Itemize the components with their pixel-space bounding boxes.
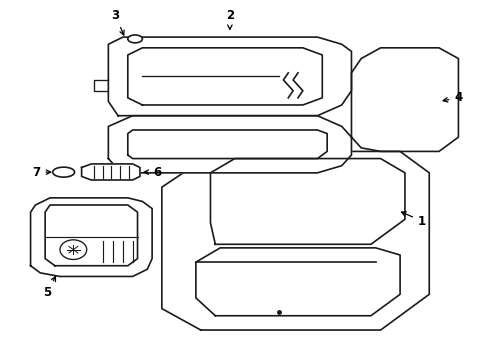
Text: 1: 1 bbox=[401, 212, 425, 228]
Text: 4: 4 bbox=[442, 91, 462, 104]
Polygon shape bbox=[210, 158, 404, 244]
Polygon shape bbox=[162, 152, 428, 330]
Polygon shape bbox=[351, 48, 458, 152]
Polygon shape bbox=[45, 205, 137, 266]
Text: 6: 6 bbox=[144, 166, 161, 179]
Text: 2: 2 bbox=[225, 9, 233, 30]
Polygon shape bbox=[108, 37, 351, 116]
Polygon shape bbox=[30, 198, 152, 276]
Text: 3: 3 bbox=[111, 9, 124, 35]
Ellipse shape bbox=[60, 240, 86, 260]
Polygon shape bbox=[196, 248, 399, 316]
Text: 5: 5 bbox=[43, 276, 55, 299]
Polygon shape bbox=[127, 48, 322, 105]
Ellipse shape bbox=[53, 167, 74, 177]
Text: 7: 7 bbox=[32, 166, 51, 179]
Ellipse shape bbox=[127, 35, 142, 43]
Polygon shape bbox=[108, 116, 351, 173]
Polygon shape bbox=[81, 164, 140, 180]
